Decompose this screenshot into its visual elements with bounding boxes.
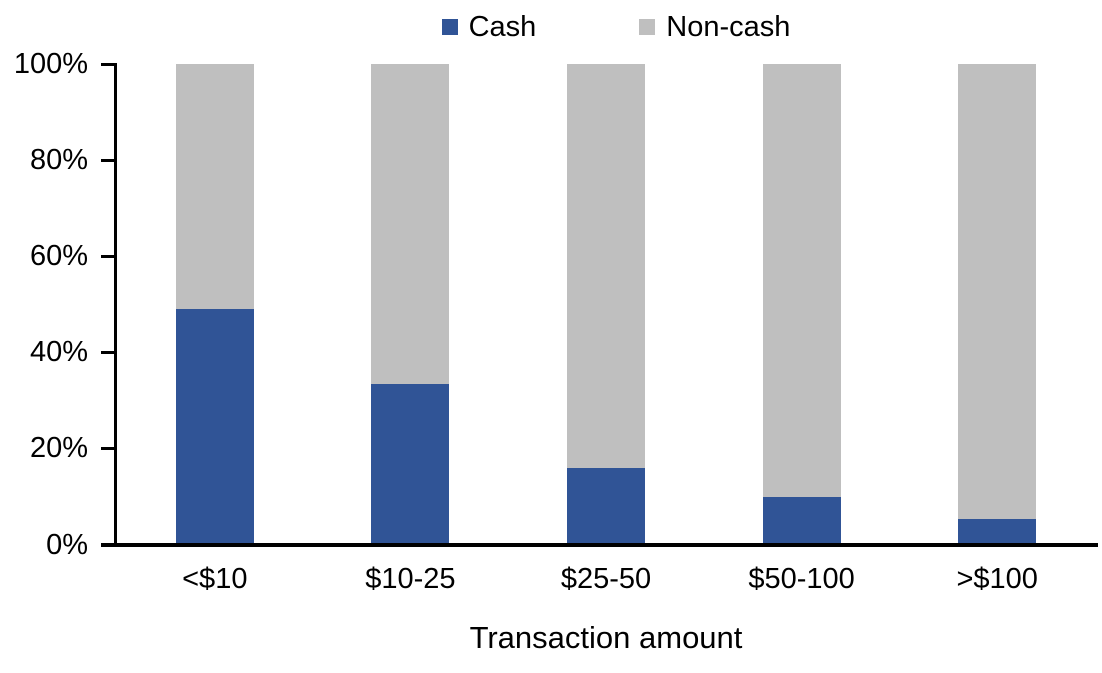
y-axis-tick-mark bbox=[101, 447, 115, 451]
y-axis-tick-mark bbox=[101, 158, 115, 162]
bar-segment-cash-1 bbox=[371, 383, 450, 545]
cash-legend-label: Cash bbox=[468, 11, 537, 43]
y-axis-tick-label: 60% bbox=[29, 239, 88, 272]
legend: Cash Non-cash bbox=[65, 11, 1102, 43]
bar-segment-cash-4 bbox=[958, 518, 1037, 545]
x-axis-category-label: <$10 bbox=[182, 563, 248, 595]
legend-item-non-cash: Non-cash bbox=[639, 11, 790, 43]
y-axis-tick-mark bbox=[101, 62, 115, 66]
y-axis-tick-mark bbox=[101, 254, 115, 258]
y-axis-tick-label: 100% bbox=[13, 47, 88, 80]
y-axis bbox=[114, 63, 117, 547]
bar-segment-cash-2 bbox=[567, 468, 645, 545]
bar-segment-cash-0 bbox=[175, 309, 254, 545]
bar-segment-non-cash-0 bbox=[175, 64, 254, 310]
bar-segment-non-cash-4 bbox=[958, 64, 1037, 519]
y-axis-tick-label: 40% bbox=[29, 336, 88, 369]
cash-legend-swatch-icon bbox=[441, 19, 458, 35]
bar-segment-non-cash-2 bbox=[567, 64, 645, 469]
y-axis-tick-label: 80% bbox=[29, 143, 88, 176]
x-axis-category-label: $25-50 bbox=[560, 563, 652, 595]
y-axis-tick-mark bbox=[101, 351, 115, 355]
x-axis-category-label: $50-100 bbox=[748, 563, 855, 595]
bar-segment-non-cash-1 bbox=[371, 64, 450, 384]
y-axis-tick-label: 0% bbox=[46, 528, 88, 561]
legend-item-cash: Cash bbox=[441, 11, 537, 43]
x-axis bbox=[101, 543, 1098, 547]
bar-segment-cash-3 bbox=[762, 496, 841, 545]
x-axis-title: Transaction amount bbox=[469, 620, 743, 655]
x-axis-category-label: $10-25 bbox=[365, 563, 456, 595]
non-cash-legend-swatch-icon bbox=[639, 19, 656, 35]
bar-segment-non-cash-3 bbox=[762, 64, 841, 497]
x-axis-category-label: >$100 bbox=[956, 563, 1038, 595]
y-axis-tick-label: 20% bbox=[29, 432, 88, 465]
non-cash-legend-label: Non-cash bbox=[666, 11, 791, 43]
